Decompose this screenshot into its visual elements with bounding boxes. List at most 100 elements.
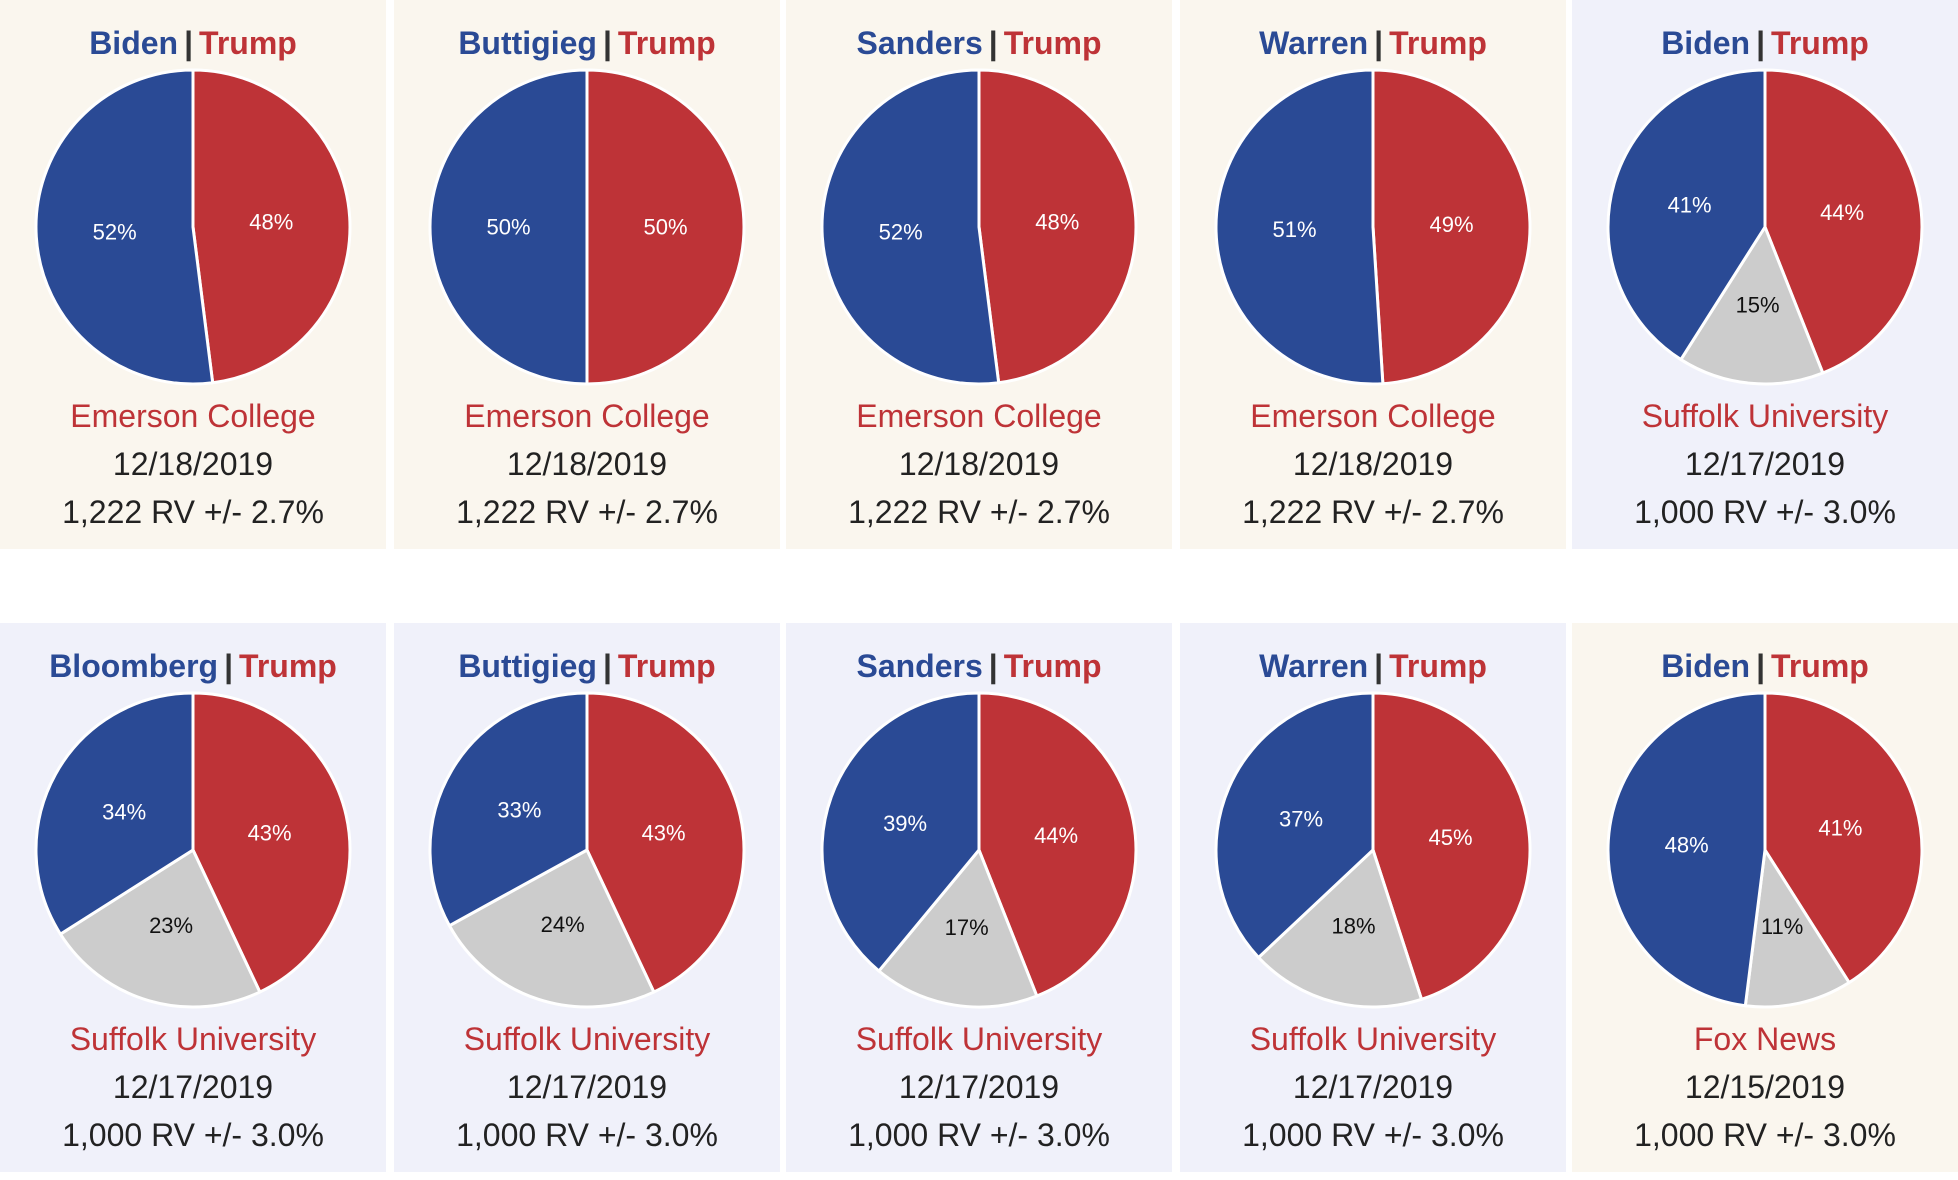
undecided-slice [1257, 848, 1424, 1009]
pie-chart: 48% 52% [34, 68, 352, 386]
matchup-title: Biden | Trump [1572, 643, 1958, 689]
republican-pct-label: 48% [1035, 210, 1079, 235]
republican-name: Trump [617, 648, 716, 684]
republican-name: Trump [1771, 25, 1869, 61]
republican-name: Trump [617, 25, 716, 61]
democrat-slice [1214, 68, 1385, 386]
title-separator: | [1756, 25, 1766, 61]
matchup-title: Biden | Trump [0, 20, 386, 66]
undecided-slice [58, 848, 262, 1009]
democrat-slice [428, 691, 589, 928]
pie-chart: 44% 17% 39% [820, 691, 1138, 1009]
title-separator: | [224, 648, 234, 684]
republican-slice [1763, 68, 1924, 375]
undecided-slice [877, 848, 1039, 1009]
poll-date: 12/17/2019 [1684, 446, 1846, 482]
matchup-title: Buttigieg | Trump [394, 643, 780, 689]
republican-pct-label: 45% [1428, 825, 1472, 850]
matchup-title: Sanders | Trump [786, 20, 1172, 66]
democrat-slice [1214, 691, 1375, 959]
pollster-name: Emerson College [464, 398, 710, 434]
pie-chart: 50% 50% [428, 68, 746, 386]
republican-pct-label: 49% [1429, 212, 1473, 237]
matchup-title: Warren | Trump [1180, 643, 1566, 689]
pollster-name: Fox News [1693, 1021, 1837, 1057]
pollster-name: Emerson College [70, 398, 316, 434]
democrat-name: Warren [1259, 648, 1369, 684]
poll-card: Sanders | Trump 44% 17% 39% Suffolk University… [786, 623, 1172, 1172]
democrat-slice [1606, 68, 1767, 362]
undecided-pct-label: 17% [945, 915, 989, 940]
sample-size: 1,222 RV +/- 2.7% [1242, 494, 1504, 530]
democrat-slice [34, 691, 195, 936]
pollster-name: Suffolk University [1641, 398, 1889, 434]
republican-slice [1371, 68, 1532, 386]
poll-card: Biden | Trump 41% 11% 48% Fox News 12/15/2019 1,… [1572, 623, 1958, 1172]
democrat-name: Biden [1661, 648, 1751, 684]
poll-card: Bloomberg | Trump 43% 23% 34% Suffolk Universi… [0, 623, 386, 1172]
undecided-pct-label: 24% [541, 912, 585, 937]
pie-chart: 43% 23% 34% [34, 691, 352, 1009]
democrat-slice [820, 691, 981, 973]
poll-card: Warren | Trump 45% 18% 37% Suffolk University 1… [1180, 623, 1566, 1172]
poll-date: 12/18/2019 [898, 446, 1060, 482]
republican-slice [585, 68, 746, 386]
republican-name: Trump [199, 25, 297, 61]
democrat-pct-label: 34% [102, 800, 146, 825]
republican-pct-label: 44% [1820, 200, 1864, 225]
democrat-pct-label: 48% [1665, 833, 1709, 858]
title-separator: | [184, 25, 194, 61]
undecided-slice [1743, 848, 1851, 1009]
pie-chart: 45% 18% 37% [1214, 691, 1532, 1009]
republican-pct-label: 43% [248, 820, 292, 845]
republican-slice [191, 691, 352, 994]
democrat-pct-label: 52% [879, 219, 923, 244]
undecided-pct-label: 18% [1331, 914, 1375, 939]
democrat-pct-label: 37% [1279, 806, 1323, 831]
republican-pct-label: 50% [643, 215, 687, 240]
republican-pct-label: 48% [249, 210, 293, 235]
democrat-pct-label: 33% [497, 798, 541, 823]
pie-chart: 48% 52% [820, 68, 1138, 386]
undecided-pct-label: 23% [149, 913, 193, 938]
democrat-name: Bloomberg [49, 648, 219, 684]
republican-slice [977, 691, 1138, 998]
republican-slice [191, 68, 352, 385]
democrat-pct-label: 52% [93, 219, 137, 244]
poll-date: 12/17/2019 [506, 1069, 668, 1105]
poll-card: Sanders | Trump 48% 52% Emerson College 12/18/… [786, 0, 1172, 549]
title-separator: | [1374, 25, 1384, 61]
sample-size: 1,000 RV +/- 3.0% [1242, 1117, 1504, 1153]
pollster-name: Emerson College [856, 398, 1102, 434]
poll-card: Warren | Trump 49% 51% Emerson College 12/18/2… [1180, 0, 1566, 549]
poll-date: 12/18/2019 [1292, 446, 1454, 482]
republican-slice [1371, 691, 1532, 1001]
republican-slice [977, 68, 1138, 385]
pollster-name: Suffolk University [855, 1021, 1103, 1057]
poll-date: 12/18/2019 [112, 446, 274, 482]
title-separator: | [988, 648, 998, 684]
poll-date: 12/18/2019 [506, 446, 668, 482]
democrat-name: Sanders [856, 25, 983, 61]
democrat-name: Biden [1661, 25, 1751, 61]
pie-chart: 44% 15% 41% [1606, 68, 1924, 386]
poll-card: Biden | Trump 48% 52% Emerson College 12/18/20… [0, 0, 386, 549]
republican-name: Trump [1389, 648, 1487, 684]
sample-size: 1,000 RV +/- 3.0% [1634, 494, 1896, 530]
sample-size: 1,000 RV +/- 3.0% [62, 1117, 324, 1153]
poll-date: 12/17/2019 [898, 1069, 1060, 1105]
republican-name: Trump [1003, 25, 1102, 61]
poll-card: Buttigieg | Trump 43% 24% 33% Suffolk Universi… [394, 623, 780, 1172]
title-separator: | [1756, 648, 1766, 684]
republican-name: Trump [1771, 648, 1869, 684]
democrat-slice [1606, 691, 1767, 1008]
matchup-title: Warren | Trump [1180, 20, 1566, 66]
democrat-slice [34, 68, 215, 386]
title-separator: | [988, 25, 998, 61]
matchup-title: Sanders | Trump [786, 643, 1172, 689]
pie-chart: 41% 11% 48% [1606, 691, 1924, 1009]
poll-date: 12/17/2019 [112, 1069, 274, 1105]
democrat-name: Buttigieg [458, 648, 597, 684]
pie-chart: 43% 24% 33% [428, 691, 746, 1009]
republican-slice [585, 691, 746, 994]
